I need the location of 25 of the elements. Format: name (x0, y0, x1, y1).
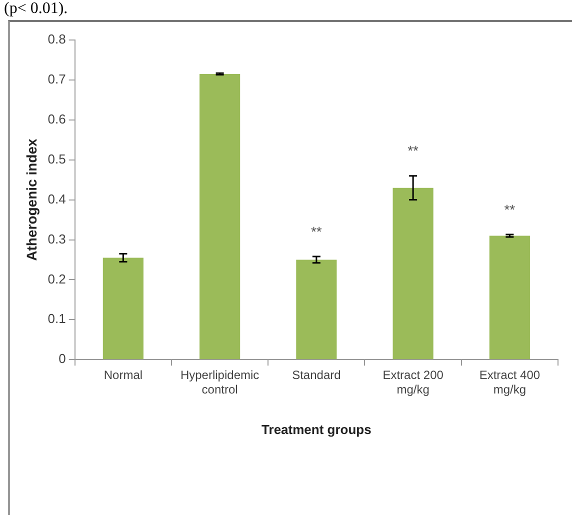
x-tick-label: Standard (292, 368, 341, 382)
y-axis-title: Atherogenic index (23, 138, 40, 261)
y-tick-label: 0.2 (48, 271, 66, 286)
x-tick-label: Normal (104, 368, 143, 382)
annotation: ** (310, 223, 322, 240)
bar (102, 258, 144, 360)
x-tick-label: Extract 200 mg/kg (382, 368, 444, 397)
y-tick-label: 0.8 (48, 32, 66, 47)
bar (392, 188, 434, 360)
annotation: ** (504, 201, 516, 218)
bar (200, 74, 240, 360)
x-tick-label: Hyperlipidemic control (180, 368, 260, 397)
x-tick-label: Extract 400 mg/kg (479, 368, 540, 397)
y-tick-label: 0.7 (48, 72, 66, 87)
y-tick-label: 0.1 (48, 311, 66, 326)
y-tick-label: 0.3 (48, 231, 66, 246)
bar (489, 236, 530, 360)
y-tick-label: 0.4 (48, 191, 66, 206)
bar (296, 260, 337, 360)
y-tick-label: 0.6 (48, 111, 66, 126)
x-axis-title: Treatment groups (262, 422, 372, 437)
annotation: ** (408, 142, 420, 159)
text: (p< 0.01). (4, 0, 68, 18)
y-tick-label: 0.5 (48, 151, 66, 166)
y-tick-label: 0 (58, 351, 66, 366)
